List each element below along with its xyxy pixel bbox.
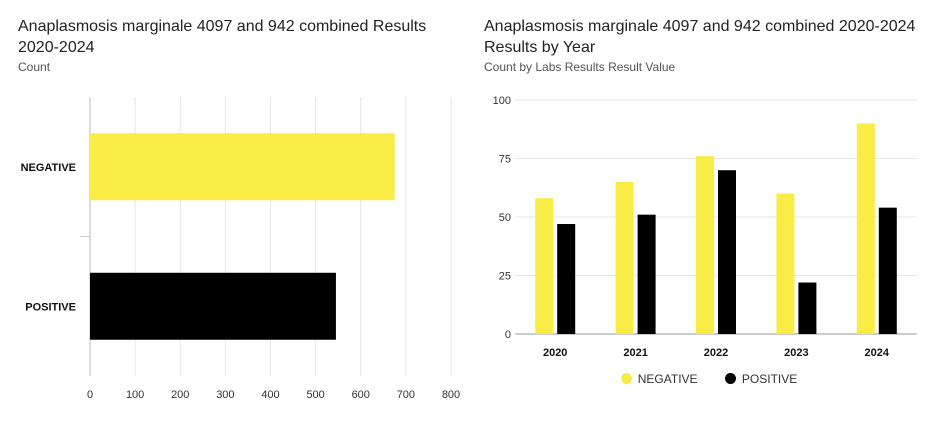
bar-2022-positive bbox=[718, 170, 736, 334]
y-tick-label-0: 0 bbox=[505, 329, 511, 341]
legend-item-negative[interactable]: NEGATIVE bbox=[620, 372, 698, 386]
count-chart-panel: Anaplasmosis marginale 4097 and 942 comb… bbox=[0, 0, 470, 423]
y-tick-label-100: 100 bbox=[493, 95, 511, 107]
bar-positive bbox=[90, 272, 336, 340]
x-category-label-2021: 2021 bbox=[623, 347, 647, 359]
x-tick-label-0: 0 bbox=[87, 389, 93, 401]
legend-label-positive: POSITIVE bbox=[741, 372, 798, 386]
y-tick-label-75: 75 bbox=[499, 154, 511, 166]
legend-item-positive[interactable]: POSITIVE bbox=[724, 372, 798, 386]
bar-2023-negative bbox=[776, 193, 795, 334]
x-tick-label-700: 700 bbox=[397, 389, 415, 401]
yearly-chart-title: Anaplasmosis marginale 4097 and 942 comb… bbox=[484, 18, 916, 56]
x-category-label-2023: 2023 bbox=[784, 347, 808, 359]
legend-dot-negative bbox=[620, 373, 632, 384]
yearly-chart-subtitle: Count by Labs Results Result Value bbox=[484, 60, 676, 74]
y-category-label-positive: POSITIVE bbox=[25, 301, 76, 313]
x-tick-label-500: 500 bbox=[306, 389, 324, 401]
bar-2022-negative bbox=[696, 156, 714, 334]
bar-2023-positive bbox=[798, 282, 817, 334]
bar-2020-positive bbox=[557, 224, 576, 334]
bar-2021-positive bbox=[637, 214, 656, 334]
x-tick-label-200: 200 bbox=[171, 389, 189, 401]
legend: NEGATIVE POSITIVE bbox=[470, 372, 948, 386]
x-tick-label-300: 300 bbox=[216, 389, 234, 401]
y-tick-label-50: 50 bbox=[499, 212, 511, 224]
x-tick-label-600: 600 bbox=[352, 389, 370, 401]
count-chart-subtitle: Count bbox=[18, 60, 51, 74]
count-chart-svg: 0 100 200 300 400 500 600 700 800 NEGATIVE POSITIV… bbox=[21, 97, 460, 401]
bar-negative bbox=[90, 133, 395, 201]
bar-2021-negative bbox=[615, 181, 634, 334]
yearly-chart-svg: 0 25 50 75 100 2020 2021 2022 2023 2024 bbox=[493, 95, 917, 359]
legend-dot-positive bbox=[724, 373, 736, 384]
legend-label-negative: NEGATIVE bbox=[637, 372, 698, 386]
x-tick-label-400: 400 bbox=[261, 389, 279, 401]
bar-2024-positive bbox=[878, 207, 897, 334]
y-category-label-negative: NEGATIVE bbox=[21, 162, 76, 174]
x-category-label-2020: 2020 bbox=[543, 347, 567, 359]
x-category-label-2024: 2024 bbox=[865, 347, 890, 359]
x-tick-label-800: 800 bbox=[442, 389, 460, 401]
x-tick-label-100: 100 bbox=[126, 389, 144, 401]
bar-2024-negative bbox=[856, 123, 875, 335]
yearly-chart-panel: Anaplasmosis marginale 4097 and 942 comb… bbox=[470, 0, 948, 423]
x-category-label-2022: 2022 bbox=[704, 347, 728, 359]
bar-2020-negative bbox=[535, 198, 554, 334]
y-tick-label-25: 25 bbox=[499, 271, 511, 283]
count-chart-title: Anaplasmosis marginale 4097 and 942 comb… bbox=[18, 18, 427, 56]
